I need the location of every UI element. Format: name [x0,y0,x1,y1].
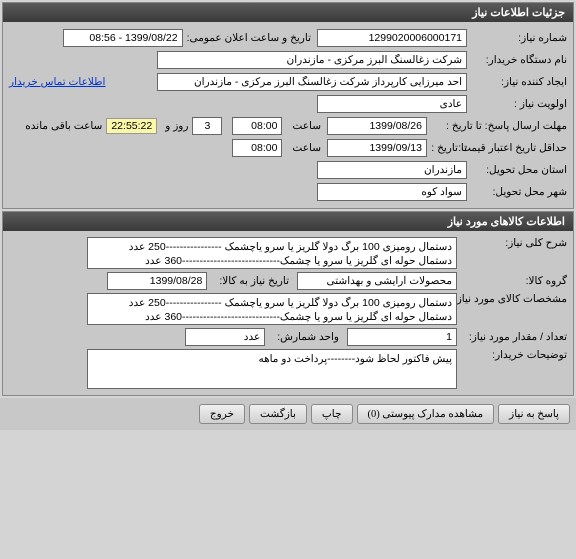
need-details-header: جزئیات اطلاعات نیاز [3,3,573,22]
response-deadline-label: مهلت ارسال پاسخ: تا تاریخ : [427,120,567,132]
validity-label: حداقل تاریخ اعتبار قیمت: [467,142,567,154]
timer-suffix-label: ساعت باقی مانده [21,120,102,132]
buyer-notes-field[interactable] [87,349,457,389]
days-field[interactable] [192,117,222,135]
priority-field[interactable] [317,95,467,113]
buyer-notes-label: توضیحات خریدار: [457,349,567,361]
goods-info-body: شرح کلی نیاز: گروه کالا: تاریخ نیاز به ک… [3,231,573,395]
need-number-label: شماره نیاز: [467,32,567,44]
need-details-panel: جزئیات اطلاعات نیاز شماره نیاز: تاریخ و … [2,2,574,209]
public-date-field[interactable] [63,29,183,47]
respond-button[interactable]: پاسخ به نیاز [498,404,570,424]
goods-spec-label: مشخصات کالای مورد نیاز: [457,293,567,305]
action-bar: پاسخ به نیاز مشاهده مدارک پیوستی (0) چاپ… [0,398,576,430]
goods-spec-field[interactable] [87,293,457,325]
validity-date-field[interactable] [327,139,427,157]
validity-time-field[interactable] [232,139,282,157]
countdown-timer: 22:55:22 [106,118,157,134]
goods-group-label: گروه کالا: [457,275,567,287]
goods-group-field[interactable] [297,272,457,290]
attachments-button[interactable]: مشاهده مدارک پیوستی (0) [357,404,495,424]
delivery-province-field[interactable] [317,161,467,179]
buyer-contact-link[interactable]: اطلاعات تماس خریدار [9,76,105,88]
qty-label: تعداد / مقدار مورد نیاز: [457,331,567,343]
creator-label: ایجاد کننده نیاز: [467,76,567,88]
priority-label: اولویت نیاز : [467,98,567,110]
need-number-field[interactable] [317,29,467,47]
exit-button[interactable]: خروج [199,404,245,424]
public-date-label: تاریخ و ساعت اعلان عمومی: [183,32,311,44]
unit-field[interactable] [185,328,265,346]
qty-field[interactable] [347,328,457,346]
days-suffix-label: روز و [161,120,188,132]
response-time-field[interactable] [232,117,282,135]
response-date-field[interactable] [327,117,427,135]
need-details-body: شماره نیاز: تاریخ و ساعت اعلان عمومی: نا… [3,22,573,208]
validity-to-label: تا تاریخ : [427,142,467,154]
delivery-city-field[interactable] [317,183,467,201]
buyer-org-label: نام دستگاه خریدار: [467,54,567,66]
goods-date-field[interactable] [107,272,207,290]
delivery-city-label: شهر محل تحویل: [467,186,567,198]
unit-label: واحد شمارش: [273,331,339,343]
response-time-label: ساعت [288,120,321,132]
general-desc-label: شرح کلی نیاز: [457,237,567,249]
buyer-org-field[interactable] [157,51,467,69]
goods-info-header: اطلاعات کالاهای مورد نیاز [3,212,573,231]
back-button[interactable]: بازگشت [249,404,307,424]
general-desc-field[interactable] [87,237,457,269]
goods-info-panel: اطلاعات کالاهای مورد نیاز شرح کلی نیاز: … [2,211,574,396]
goods-date-label: تاریخ نیاز به کالا: [215,275,289,287]
delivery-province-label: استان محل تحویل: [467,164,567,176]
validity-time-label: ساعت [288,142,321,154]
print-button[interactable]: چاپ [311,404,353,424]
creator-field[interactable] [157,73,467,91]
